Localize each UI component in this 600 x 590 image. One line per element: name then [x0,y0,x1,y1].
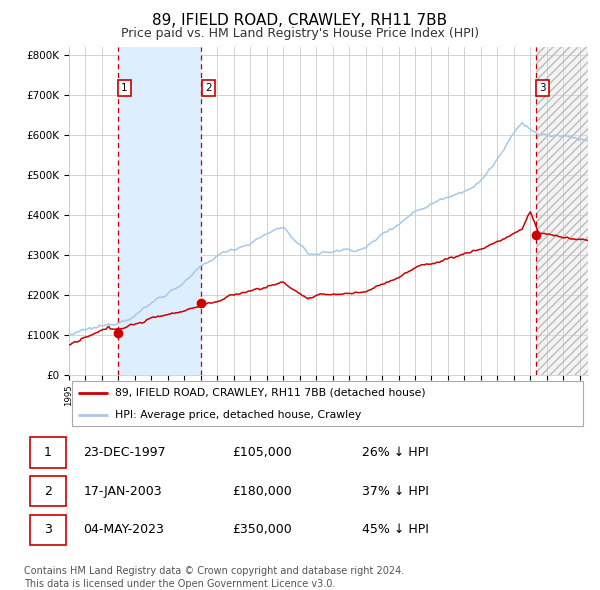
Text: £180,000: £180,000 [233,484,292,498]
Text: 3: 3 [539,83,546,93]
Text: £350,000: £350,000 [233,523,292,536]
Text: 23-DEC-1997: 23-DEC-1997 [83,446,166,459]
FancyBboxPatch shape [29,514,66,545]
Bar [118,47,202,375]
FancyBboxPatch shape [29,437,66,468]
Text: 89, IFIELD ROAD, CRAWLEY, RH11 7BB (detached house): 89, IFIELD ROAD, CRAWLEY, RH11 7BB (deta… [115,388,425,398]
Text: 17-JAN-2003: 17-JAN-2003 [83,484,162,498]
Text: 1: 1 [44,446,52,459]
Text: 45% ↓ HPI: 45% ↓ HPI [362,523,429,536]
FancyBboxPatch shape [29,476,66,506]
Text: 26% ↓ HPI: 26% ↓ HPI [362,446,429,459]
Text: 2: 2 [44,484,52,498]
Text: 1: 1 [121,83,128,93]
Bar [536,47,600,375]
Text: 04-MAY-2023: 04-MAY-2023 [83,523,164,536]
Text: 89, IFIELD ROAD, CRAWLEY, RH11 7BB: 89, IFIELD ROAD, CRAWLEY, RH11 7BB [152,13,448,28]
Text: 37% ↓ HPI: 37% ↓ HPI [362,484,429,498]
Text: 3: 3 [44,523,52,536]
Text: Contains HM Land Registry data © Crown copyright and database right 2024.
This d: Contains HM Land Registry data © Crown c… [24,566,404,589]
FancyBboxPatch shape [71,381,583,426]
Text: 2: 2 [205,83,211,93]
Text: £105,000: £105,000 [233,446,292,459]
Text: Price paid vs. HM Land Registry's House Price Index (HPI): Price paid vs. HM Land Registry's House … [121,27,479,40]
Bar [536,47,600,375]
Text: HPI: Average price, detached house, Crawley: HPI: Average price, detached house, Craw… [115,410,361,420]
